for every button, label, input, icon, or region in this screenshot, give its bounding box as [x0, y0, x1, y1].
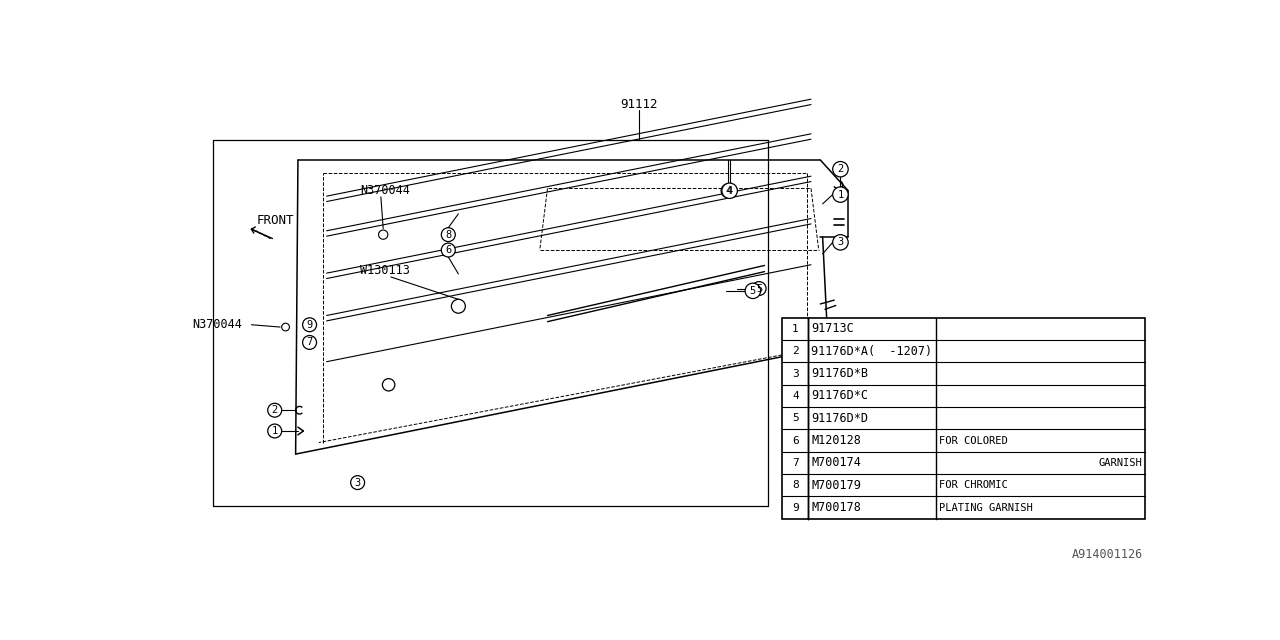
Circle shape [787, 432, 804, 449]
Text: 9: 9 [792, 502, 799, 513]
Circle shape [722, 183, 737, 198]
Text: GARNISH: GARNISH [1100, 458, 1143, 468]
Circle shape [302, 335, 316, 349]
Text: PLATING GARNISH: PLATING GARNISH [938, 502, 1033, 513]
Text: W130113: W130113 [360, 264, 410, 277]
Text: 8: 8 [792, 480, 799, 490]
Circle shape [351, 476, 365, 490]
Text: 4: 4 [727, 186, 732, 196]
Text: 2: 2 [792, 346, 799, 356]
Circle shape [721, 184, 735, 198]
Text: N370044: N370044 [192, 318, 242, 332]
Circle shape [787, 387, 804, 404]
Circle shape [282, 323, 289, 331]
Text: M700174: M700174 [812, 456, 861, 470]
Text: 5: 5 [792, 413, 799, 423]
Circle shape [302, 318, 316, 332]
Text: 91176D*D: 91176D*D [812, 412, 868, 425]
Circle shape [833, 187, 849, 202]
Text: 91176D*A(  -1207): 91176D*A( -1207) [812, 345, 932, 358]
Text: 7: 7 [792, 458, 799, 468]
Text: M120128: M120128 [812, 434, 861, 447]
Circle shape [787, 321, 804, 337]
Text: M700179: M700179 [812, 479, 861, 492]
Text: 91112: 91112 [621, 98, 658, 111]
Circle shape [787, 454, 804, 472]
Text: 2: 2 [837, 164, 844, 174]
Text: 1: 1 [837, 189, 844, 200]
Circle shape [787, 477, 804, 493]
Text: 9: 9 [306, 320, 312, 330]
Text: 3: 3 [792, 369, 799, 379]
Text: 5: 5 [756, 284, 762, 294]
Text: A914001126: A914001126 [1071, 548, 1143, 561]
Text: 6: 6 [792, 436, 799, 445]
Circle shape [442, 243, 456, 257]
Circle shape [787, 410, 804, 427]
Circle shape [753, 282, 765, 296]
Circle shape [745, 283, 760, 298]
Circle shape [268, 403, 282, 417]
Text: 4: 4 [724, 186, 731, 196]
Text: FOR COLORED: FOR COLORED [938, 436, 1007, 445]
Text: 2: 2 [271, 405, 278, 415]
Text: 1: 1 [271, 426, 278, 436]
Circle shape [383, 379, 394, 391]
Text: 4: 4 [792, 391, 799, 401]
Text: 91176D*B: 91176D*B [812, 367, 868, 380]
Text: 3: 3 [355, 477, 361, 488]
Text: 91713C: 91713C [812, 323, 854, 335]
Circle shape [452, 300, 466, 313]
Circle shape [787, 499, 804, 516]
Text: 1: 1 [792, 324, 799, 334]
Text: 3: 3 [837, 237, 844, 247]
Text: 91176D*C: 91176D*C [812, 390, 868, 403]
Text: FOR CHROMIC: FOR CHROMIC [938, 480, 1007, 490]
Circle shape [442, 228, 456, 241]
Circle shape [268, 424, 282, 438]
Text: 8: 8 [445, 230, 452, 239]
Circle shape [787, 343, 804, 360]
Text: N370044: N370044 [360, 184, 410, 197]
Text: FRONT: FRONT [257, 214, 294, 227]
Circle shape [379, 230, 388, 239]
Text: 7: 7 [306, 337, 312, 348]
Bar [782, 318, 1146, 519]
Circle shape [833, 161, 849, 177]
Text: 6: 6 [445, 245, 452, 255]
Text: 5: 5 [750, 286, 756, 296]
Circle shape [833, 235, 849, 250]
Text: M700178: M700178 [812, 501, 861, 514]
Circle shape [787, 365, 804, 382]
